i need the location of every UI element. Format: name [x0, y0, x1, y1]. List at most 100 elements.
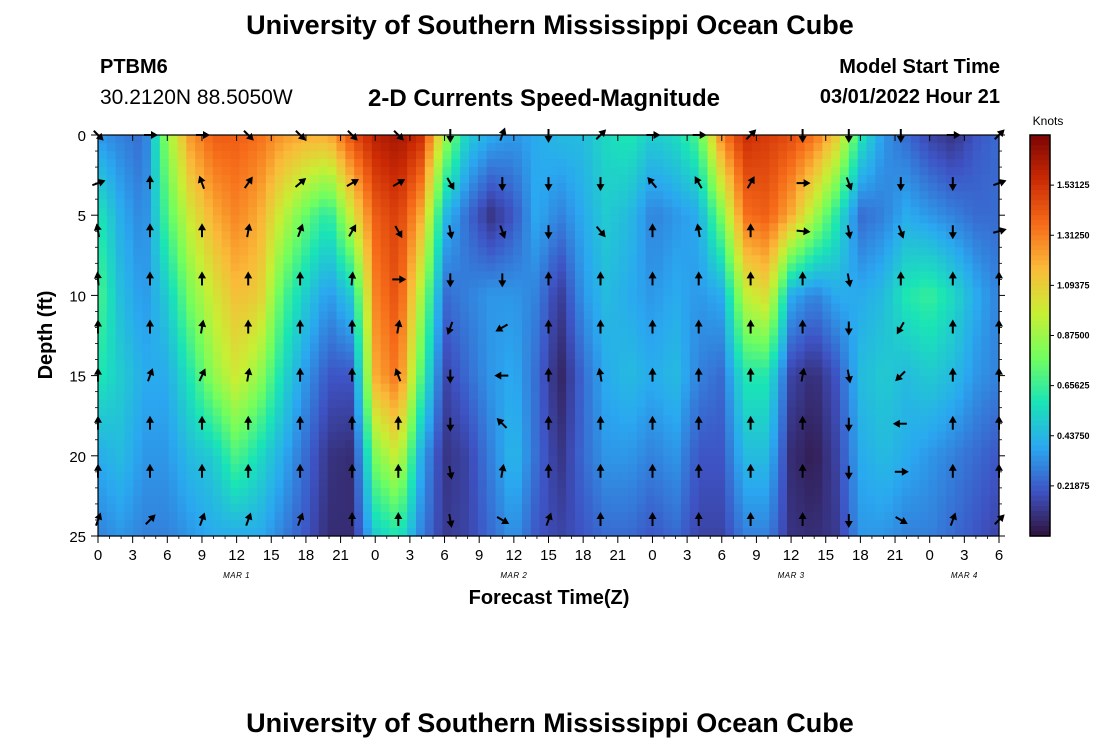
heatmap-cell — [106, 231, 117, 240]
heatmap-cell — [566, 287, 576, 296]
heatmap-cell — [310, 319, 320, 329]
heatmap-cell — [318, 287, 329, 296]
heatmap-cell — [204, 343, 214, 353]
heatmap-cell — [716, 191, 726, 200]
heatmap-cell — [433, 263, 444, 272]
heatmap-cell — [504, 303, 514, 313]
heatmap-cell — [946, 279, 956, 288]
heatmap-cell — [628, 359, 638, 369]
heatmap-cell — [592, 191, 603, 200]
heatmap-cell — [371, 335, 382, 345]
heatmap-cell — [283, 439, 293, 449]
heatmap-cell — [734, 383, 744, 393]
heatmap-cell — [672, 247, 682, 256]
heatmap-cell — [893, 399, 903, 409]
heatmap-cell — [212, 471, 223, 481]
heatmap-cell — [274, 223, 285, 232]
heatmap-cell — [380, 399, 391, 409]
heatmap-cell — [477, 167, 488, 176]
heatmap-cell — [628, 255, 638, 264]
heatmap-cell — [371, 287, 382, 296]
heatmap-cell — [301, 271, 311, 280]
heatmap-cell — [689, 503, 700, 513]
heatmap-cell — [460, 447, 470, 457]
heatmap-cell — [159, 367, 170, 377]
heatmap-cell — [619, 231, 629, 240]
heatmap-cell — [424, 519, 435, 529]
heatmap-cell — [354, 143, 364, 152]
heatmap-cell — [451, 287, 461, 296]
heatmap-cell — [469, 215, 479, 224]
heatmap-cell — [689, 255, 700, 264]
heatmap-cell — [822, 407, 832, 417]
heatmap-cell — [345, 407, 355, 417]
heatmap-cell — [742, 495, 753, 505]
heatmap-cell — [875, 199, 885, 208]
heatmap-cell — [972, 191, 982, 200]
heatmap-cell — [257, 455, 267, 465]
heatmap-cell — [124, 391, 134, 401]
heatmap-cell — [910, 479, 921, 489]
heatmap-cell — [725, 287, 735, 296]
heatmap-cell — [548, 167, 558, 176]
heatmap-cell — [186, 207, 196, 216]
heatmap-cell — [98, 215, 108, 224]
heatmap-cell — [698, 151, 709, 160]
heatmap-cell — [354, 239, 364, 248]
heatmap-cell — [848, 175, 859, 184]
heatmap-cell — [168, 471, 179, 481]
heatmap-cell — [707, 391, 717, 401]
heatmap-cell — [901, 407, 912, 417]
heatmap-cell — [433, 423, 444, 433]
heatmap-cell — [424, 287, 435, 296]
heatmap-cell — [769, 183, 779, 192]
heatmap-cell — [257, 295, 267, 305]
heatmap-cell — [566, 175, 576, 184]
heatmap-cell — [840, 375, 850, 385]
heatmap-cell — [230, 143, 240, 152]
heatmap-cell — [345, 175, 355, 184]
heatmap-cell — [186, 343, 196, 353]
heatmap-cell — [884, 455, 894, 465]
heatmap-cell — [469, 231, 479, 240]
heatmap-cell — [875, 223, 885, 232]
heatmap-cell — [583, 287, 594, 296]
heatmap-cell — [469, 503, 479, 513]
heatmap-cell — [230, 391, 240, 401]
heatmap-cell — [716, 527, 726, 537]
heatmap-cell — [795, 335, 806, 345]
heatmap-cell — [769, 367, 779, 377]
heatmap-cell — [734, 191, 744, 200]
heatmap-cell — [928, 271, 938, 280]
heatmap-cell — [840, 327, 850, 337]
heatmap-cell — [283, 367, 293, 377]
heatmap-cell — [857, 407, 868, 417]
heatmap-cell — [663, 479, 673, 489]
heatmap-cell — [575, 527, 585, 537]
heatmap-cell — [963, 271, 974, 280]
heatmap-cell — [416, 295, 426, 305]
heatmap-cell — [716, 511, 726, 521]
heatmap-cell — [327, 223, 338, 232]
heatmap-cell — [168, 151, 179, 160]
heatmap-cell — [583, 455, 594, 465]
heatmap-cell — [884, 303, 894, 313]
heatmap-cell — [292, 247, 302, 256]
heatmap-cell — [857, 303, 868, 313]
heatmap-cell — [363, 191, 373, 200]
heatmap-cell — [566, 431, 576, 441]
heatmap-cell — [318, 455, 329, 465]
heatmap-cell — [327, 143, 338, 152]
heatmap-cell — [292, 239, 302, 248]
heatmap-cell — [822, 231, 832, 240]
heatmap-cell — [813, 199, 823, 208]
heatmap-cell — [645, 239, 656, 248]
heatmap-cell — [636, 343, 647, 353]
heatmap-cell — [486, 255, 497, 264]
heatmap-cell — [663, 159, 673, 168]
heatmap-cell — [495, 431, 505, 441]
heatmap-cell — [910, 407, 921, 417]
heatmap-cell — [734, 447, 744, 457]
heatmap-cell — [239, 415, 249, 425]
heatmap-cell — [486, 471, 497, 481]
